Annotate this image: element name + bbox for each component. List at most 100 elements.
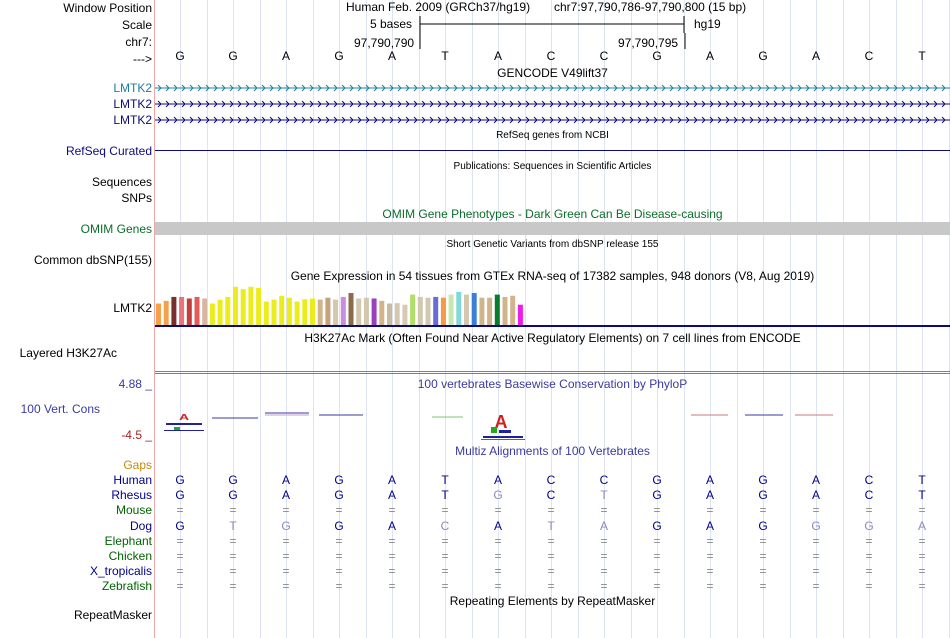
- strand-chevron: [829, 84, 834, 92]
- h3k27ac-signal-1[interactable]: [155, 371, 950, 372]
- gtex-tissue-bar[interactable]: [487, 297, 493, 325]
- gtex-tissue-bar[interactable]: [371, 298, 377, 325]
- gtex-tissue-bar[interactable]: [271, 299, 277, 325]
- gtex-tissue-bar[interactable]: [225, 296, 231, 325]
- gencode-label-2[interactable]: LMTK2: [113, 97, 152, 111]
- gtex-tissue-bar[interactable]: [163, 300, 169, 325]
- gtex-tissue-bar[interactable]: [171, 296, 177, 325]
- strand-chevron: [293, 84, 298, 92]
- gtex-tissue-bar[interactable]: [194, 296, 200, 325]
- repeatmasker-label[interactable]: RepeatMasker: [73, 608, 152, 622]
- gtex-tissue-bar[interactable]: [294, 301, 300, 325]
- species-label[interactable]: Human: [113, 473, 152, 487]
- h3k27ac-signal-2[interactable]: [155, 373, 950, 374]
- omim-feature-bar[interactable]: [155, 222, 950, 235]
- gtex-tissue-bar[interactable]: [286, 297, 292, 325]
- gencode-transcripts[interactable]: [155, 82, 950, 126]
- alignment-base: =: [388, 549, 396, 563]
- sequences-label[interactable]: Sequences: [91, 175, 152, 189]
- gtex-tissue-bar[interactable]: [217, 299, 223, 325]
- dbsnp-label[interactable]: Common dbSNP(155): [33, 253, 152, 267]
- gtex-tissue-bar[interactable]: [394, 303, 400, 325]
- strand-chevron: [493, 100, 498, 108]
- gencode-label-3[interactable]: LMTK2: [113, 113, 152, 127]
- strand-chevron: [165, 84, 170, 92]
- species-label[interactable]: Dog: [129, 518, 152, 533]
- gtex-tissue-bar[interactable]: [410, 294, 416, 325]
- alignment-base: =: [388, 579, 396, 594]
- gtex-tissue-bar[interactable]: [379, 300, 385, 325]
- gtex-tissue-bar[interactable]: [464, 294, 469, 325]
- gtex-tissue-bar[interactable]: [348, 293, 354, 325]
- gtex-tissue-bar[interactable]: [356, 298, 362, 325]
- gtex-tissue-bar[interactable]: [156, 303, 161, 325]
- gtex-tissue-bar[interactable]: [417, 296, 423, 325]
- phylop-label[interactable]: 100 Vert. Cons: [20, 402, 100, 416]
- strand-chevron: [701, 100, 706, 108]
- gtex-tissue-bar[interactable]: [233, 286, 238, 325]
- gtex-tissue-bar[interactable]: [179, 296, 185, 325]
- gtex-tissue-bar[interactable]: [302, 299, 308, 325]
- strand-chevron: [813, 116, 818, 124]
- refseq-track-title: RefSeq genes from NCBI: [496, 130, 609, 141]
- gtex-tissue-bar[interactable]: [209, 303, 215, 325]
- gtex-expression-bars[interactable]: [155, 284, 950, 328]
- reference-base: G: [228, 49, 238, 63]
- gtex-label[interactable]: LMTK2: [113, 301, 152, 315]
- species-label[interactable]: Elephant: [104, 533, 152, 548]
- strand-chevron: [765, 116, 770, 124]
- gtex-tissue-bar[interactable]: [425, 297, 431, 325]
- gtex-tissue-bar[interactable]: [387, 303, 392, 325]
- strand-chevron: [765, 100, 770, 108]
- gtex-tissue-bar[interactable]: [333, 299, 339, 325]
- species-label[interactable]: Zebrafish: [101, 579, 152, 594]
- species-label[interactable]: Chicken: [108, 549, 152, 563]
- alignment-base: =: [653, 549, 661, 563]
- species-label[interactable]: X_tropicalis: [89, 564, 152, 579]
- phylop-signal[interactable]: [155, 408, 950, 442]
- gtex-tissue-bar[interactable]: [402, 304, 408, 325]
- alignment-base: G: [758, 518, 768, 533]
- position-text[interactable]: chr7:97,790,786-97,790,800 (15 bp): [554, 0, 747, 14]
- gtex-tissue-bar[interactable]: [448, 294, 454, 325]
- gtex-tissue-bar[interactable]: [456, 291, 462, 325]
- strand-chevron: [341, 100, 346, 108]
- gtex-tissue-bar[interactable]: [440, 297, 446, 325]
- gaps-label[interactable]: Gaps: [123, 458, 152, 472]
- gtex-tissue-bar[interactable]: [186, 298, 192, 325]
- snps-label[interactable]: SNPs: [121, 191, 152, 205]
- strand-chevron: [437, 100, 442, 108]
- gtex-tissue-bar[interactable]: [479, 297, 485, 325]
- gtex-tissue-bar[interactable]: [471, 293, 477, 325]
- species-label[interactable]: Mouse: [115, 503, 152, 518]
- gtex-tissue-bar[interactable]: [263, 301, 269, 325]
- strand-chevron: [925, 84, 930, 92]
- gencode-label-1[interactable]: LMTK2: [113, 81, 152, 95]
- species-label[interactable]: Rhesus: [111, 488, 152, 503]
- refseq-gene-line[interactable]: [155, 150, 950, 151]
- h3k27ac-label[interactable]: Layered H3K27Ac: [19, 346, 117, 360]
- gtex-tissue-bar[interactable]: [502, 296, 508, 325]
- strand-chevron: [781, 100, 786, 108]
- refseq-label[interactable]: RefSeq Curated: [65, 144, 152, 158]
- gtex-tissue-bar[interactable]: [202, 298, 208, 325]
- omim-label[interactable]: OMIM Genes: [80, 222, 152, 236]
- strand-chevron: [237, 100, 242, 108]
- gtex-tissue-bar[interactable]: [317, 299, 323, 325]
- gtex-tissue-bar[interactable]: [340, 296, 346, 325]
- alignment-base: A: [281, 473, 290, 487]
- strand-chevron: [373, 84, 378, 92]
- gtex-tissue-bar[interactable]: [279, 295, 285, 325]
- gtex-tissue-bar[interactable]: [510, 295, 516, 325]
- strand-chevron: [165, 100, 170, 108]
- gtex-tissue-bar[interactable]: [240, 289, 246, 325]
- gtex-tissue-bar[interactable]: [310, 298, 315, 325]
- gtex-tissue-bar[interactable]: [363, 297, 369, 325]
- gtex-tissue-bar[interactable]: [494, 294, 500, 325]
- gtex-tissue-bar[interactable]: [517, 304, 523, 325]
- alignment-base: =: [865, 579, 873, 594]
- gtex-tissue-bar[interactable]: [248, 286, 254, 325]
- gtex-tissue-bar[interactable]: [325, 297, 331, 325]
- gtex-tissue-bar[interactable]: [433, 296, 439, 325]
- gtex-tissue-bar[interactable]: [256, 287, 262, 325]
